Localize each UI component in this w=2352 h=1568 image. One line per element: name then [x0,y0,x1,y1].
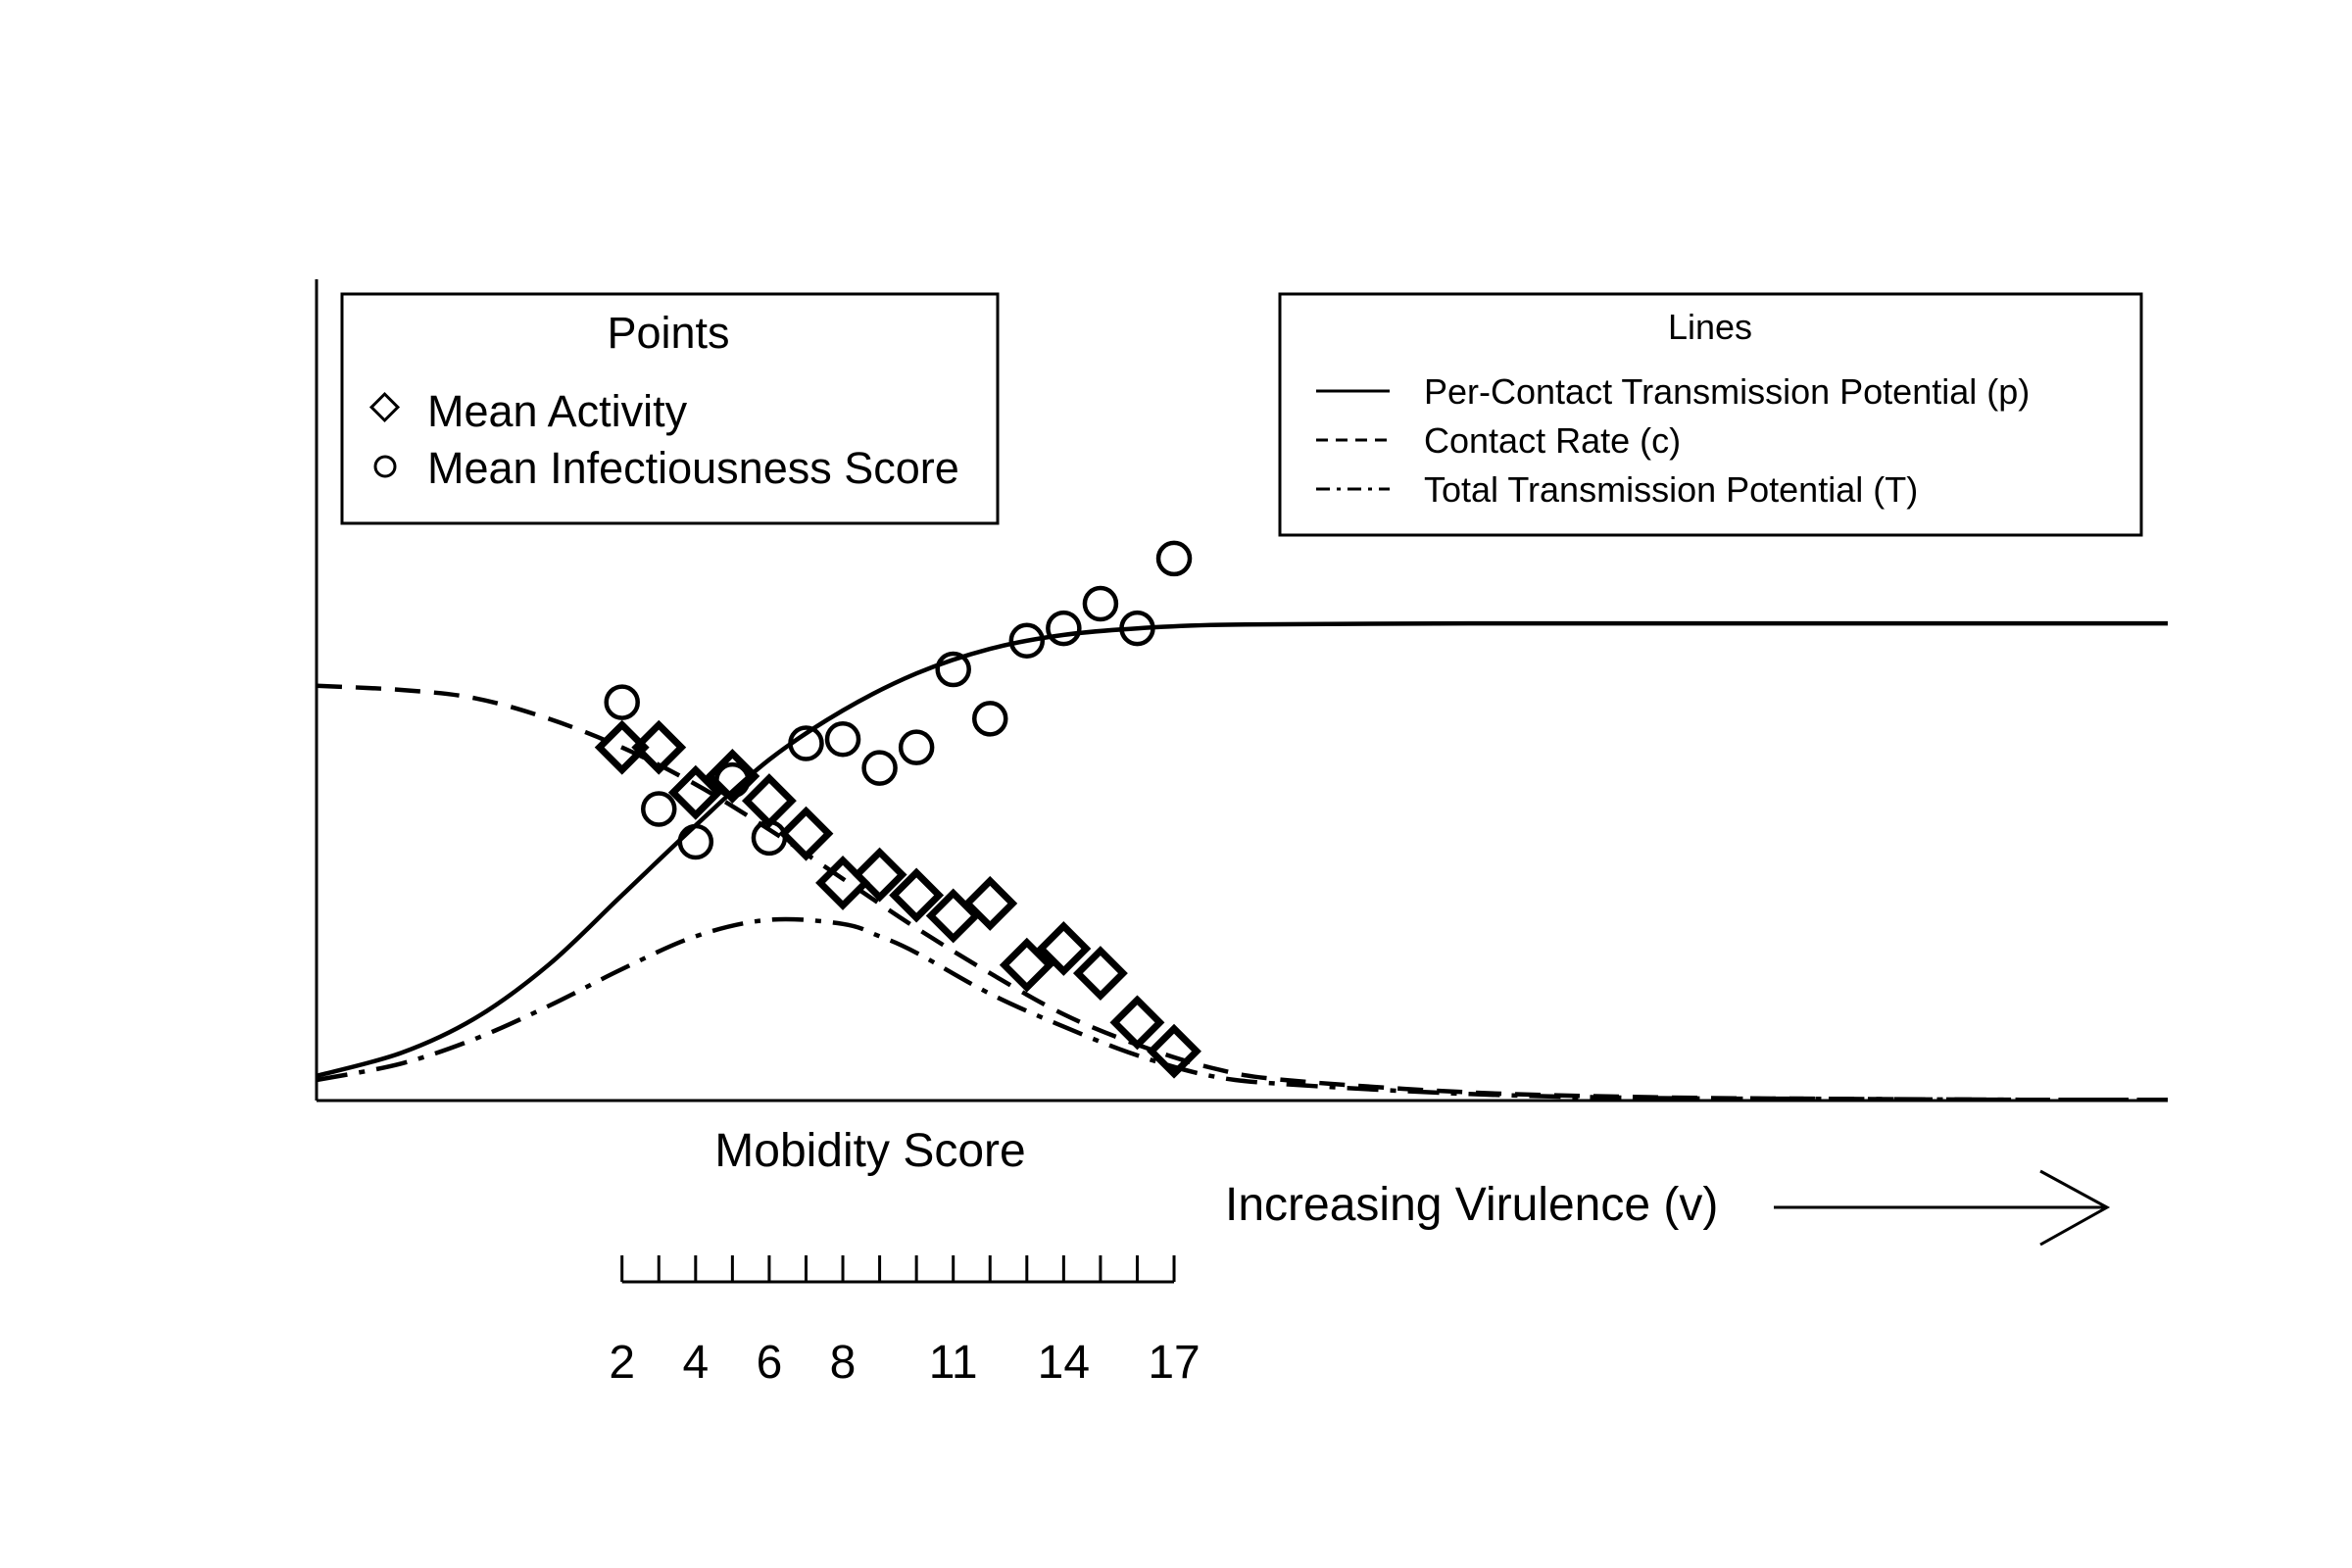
legend-circle-icon [373,455,397,478]
legend-lines-title: Lines [1668,307,1752,347]
scale-tick-label: 17 [1148,1337,1200,1389]
mean-infectiousness-point [1046,610,1082,647]
mean-infectiousness-point [1082,585,1119,622]
mean-activity-point [705,749,760,804]
legend-lines-box [1278,292,2143,537]
mean-activity-point [778,806,834,861]
legend-mean-activity-label: Mean Activity [427,386,688,436]
mean-activity-point [1109,995,1165,1051]
mean-infectiousness-point [898,729,935,765]
legend-mean-infectiousness-label: Mean Infectiousness Score [427,443,959,493]
mean-infectiousness-point [1008,622,1046,659]
scale-tick-label: 14 [1038,1337,1090,1389]
mean-infectiousness-point [1119,610,1155,647]
scale-tick-label: 4 [682,1337,709,1389]
legend-per-contact-label: Per-Contact Transmission Potential (p) [1424,371,2030,412]
scale-tick-label: 2 [609,1337,635,1389]
mean-activity-point [667,764,723,820]
mean-activity-point [999,937,1054,993]
legend-diamond-icon [368,391,401,423]
mean-activity-point [1036,921,1092,976]
mean-infectiousness-point [1155,540,1193,577]
x-axis-label: Mobidity Score [714,1125,1025,1177]
scale-tick-label: 11 [929,1337,978,1389]
mean-activity-point [852,847,907,903]
mean-activity-point [741,773,797,829]
line-total-transmission [316,916,2169,1102]
mean-activity-point [962,875,1018,931]
mean-activity-point [1147,1023,1201,1079]
mean-infectiousness-point [788,725,824,761]
series-mean-activity [594,719,1201,1079]
mean-activity-point [631,719,687,775]
mean-infectiousness-point [714,761,751,799]
mean-activity-point [1072,946,1128,1002]
mean-infectiousness-point [641,791,677,827]
scale-tick-label: 8 [830,1337,857,1389]
mean-activity-point [594,719,650,775]
mean-infectiousness-point [677,823,714,860]
virulence-arrow-icon [1774,1169,2111,1247]
mean-infectiousness-point [861,750,898,786]
mean-infectiousness-point [824,721,861,758]
line-contact-rate [316,683,2169,1102]
legend-contact-rate-label: Contact Rate (c) [1424,420,1681,461]
mean-infectiousness-point [751,819,788,857]
mean-activity-point [889,867,945,923]
mean-infectiousness-point [604,684,640,720]
legend-total-transmission-label: Total Transmission Potential (T) [1424,469,1918,510]
series-mean-infectiousness [604,540,1193,860]
legend-points-title: Points [607,308,729,358]
mobidity-scale: 2 4 6 8 11 14 17 [609,1255,1200,1389]
legend-points-box [340,292,1000,525]
scale-tick-label: 6 [757,1337,783,1389]
legend-lines: Lines Per-Contact Transmission Potential… [1278,292,2143,537]
mean-infectiousness-point [935,651,971,688]
mean-infectiousness-point [972,701,1008,737]
legend-points: Points Mean Activity Mean Infectiousness… [340,292,1000,525]
line-per-contact-transmission [316,620,2168,1079]
virulence-label: Increasing Virulence (v) [1225,1179,1718,1231]
